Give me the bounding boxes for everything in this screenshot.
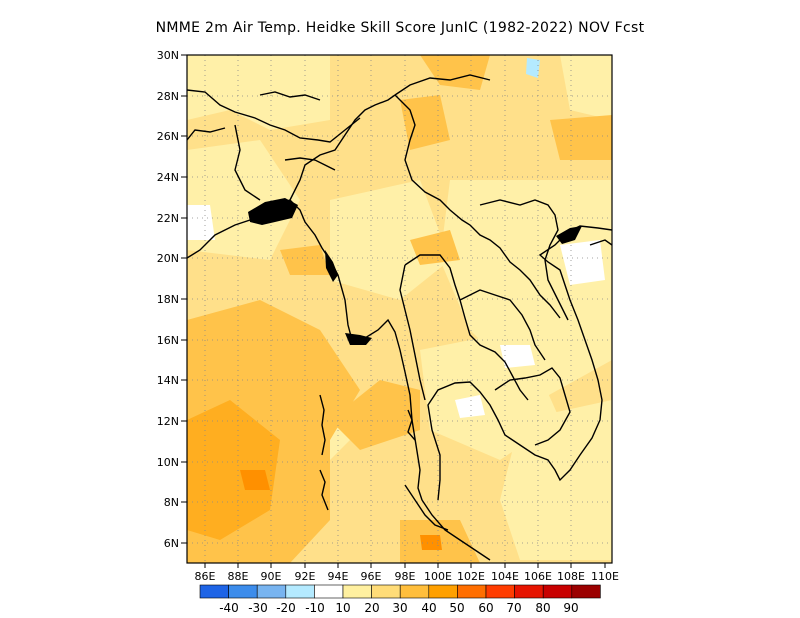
colorbar-swatch xyxy=(256,584,287,599)
lon-axis: 86E 88E 90E 92E 94E 96E 98E 100E 102E 10… xyxy=(195,563,619,583)
colorbar-label: 60 xyxy=(478,601,493,615)
colorbar-label: -30 xyxy=(248,601,268,615)
lat-label: 22N xyxy=(157,212,179,225)
lat-label: 26N xyxy=(157,130,179,143)
lat-label: 20N xyxy=(157,252,179,265)
lat-label: 10N xyxy=(157,456,179,469)
lon-label: 104E xyxy=(491,570,519,583)
delta-coastline-detail xyxy=(248,198,582,345)
colorbar-label: 70 xyxy=(506,601,521,615)
lat-label: 12N xyxy=(157,415,179,428)
colorbar-swatch xyxy=(199,584,229,599)
lon-label: 90E xyxy=(261,570,282,583)
colorbar-swatch xyxy=(428,584,458,599)
lon-label: 96E xyxy=(361,570,382,583)
lon-label: 98E xyxy=(395,570,416,583)
lat-label: 24N xyxy=(157,171,179,184)
lat-label: 28N xyxy=(157,90,179,103)
lon-label: 108E xyxy=(557,570,585,583)
colorbar-label: -40 xyxy=(219,601,239,615)
colorbar-labels: -40 -30 -20 -10 10 20 30 40 50 60 70 80 … xyxy=(219,601,578,615)
colorbar-swatch xyxy=(571,584,601,599)
lat-label: 16N xyxy=(157,334,179,347)
colorbar-label: -10 xyxy=(305,601,325,615)
colorbar-label: 20 xyxy=(364,601,379,615)
colorbar-swatch xyxy=(514,584,544,599)
colorbar-swatch xyxy=(314,584,344,599)
colorbar-label: 10 xyxy=(335,601,350,615)
colorbar-label: 30 xyxy=(392,601,407,615)
lat-label: 14N xyxy=(157,374,179,387)
lon-label: 92E xyxy=(295,570,316,583)
colorbar-swatch xyxy=(342,584,372,599)
colorbar-label: 90 xyxy=(563,601,578,615)
colorbar-label: 80 xyxy=(535,601,550,615)
colorbar-label: 40 xyxy=(421,601,436,615)
map-frame xyxy=(186,54,613,564)
colorbar-swatch xyxy=(228,584,258,599)
colorbar xyxy=(199,584,601,599)
colorbar-label: 50 xyxy=(449,601,464,615)
lon-label: 86E xyxy=(195,570,216,583)
lon-label: 102E xyxy=(457,570,485,583)
lon-label: 88E xyxy=(228,570,249,583)
colorbar-swatch xyxy=(371,584,401,599)
colorbar-swatch xyxy=(485,584,515,599)
colorbar-swatch xyxy=(399,584,430,599)
lat-label: 30N xyxy=(157,49,179,62)
lat-label: 8N xyxy=(164,496,179,509)
colorbar-swatch xyxy=(285,584,315,599)
lat-label: 6N xyxy=(164,537,179,550)
colorbar-swatch xyxy=(542,584,573,599)
skill-score-field xyxy=(187,55,612,563)
lat-axis: 30N 28N 26N 24N 22N 20N 18N 16N 14N 12N … xyxy=(157,49,187,550)
map-title: NMME 2m Air Temp. Heidke Skill Score Jun… xyxy=(155,20,645,36)
lon-label: 100E xyxy=(424,570,452,583)
colorbar-swatch xyxy=(457,584,487,599)
lat-label: 18N xyxy=(157,293,179,306)
lon-label: 106E xyxy=(524,570,552,583)
colorbar-label: -20 xyxy=(276,601,296,615)
lon-label: 94E xyxy=(328,570,349,583)
lon-label: 110E xyxy=(591,570,619,583)
